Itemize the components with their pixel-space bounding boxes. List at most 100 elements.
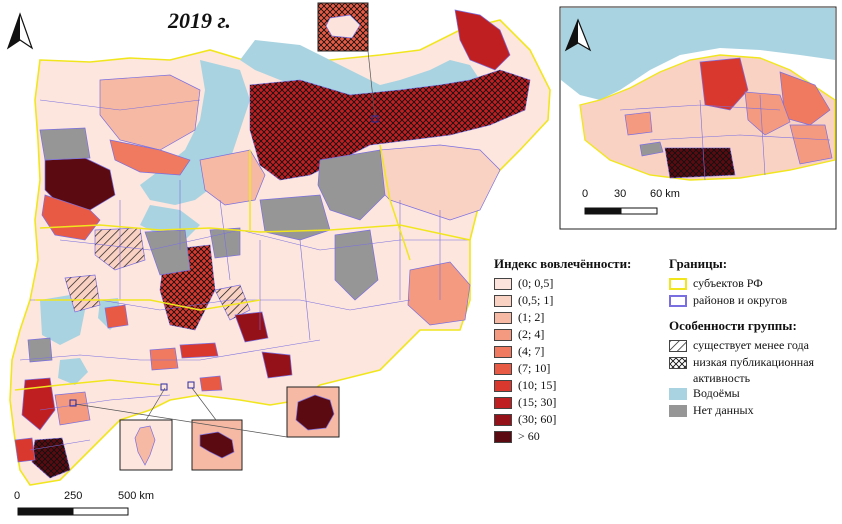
legend-group-water-label: Водоёмы <box>693 386 740 400</box>
inset-region-grey <box>639 141 664 157</box>
legend-index-label: (30; 60] <box>518 412 557 426</box>
legend-index-swatch <box>494 311 512 324</box>
scale-bar-inset <box>584 207 658 215</box>
region-karelia-north <box>44 157 116 211</box>
legend-index-heading: Индекс вовлечённости: <box>494 256 632 271</box>
legend-index-swatch <box>494 362 512 375</box>
legend-index-label: > 60 <box>518 429 540 443</box>
inset-borders <box>619 94 831 181</box>
region-arkh-coast-hatch <box>250 70 530 180</box>
region-grey-center <box>317 149 386 221</box>
inset-water <box>561 8 835 100</box>
inset-region-salmon2 <box>789 124 833 165</box>
legend-index-item: (0; 0,5] <box>494 275 631 292</box>
legend-index-item: (10; 15] <box>494 377 631 394</box>
legend-group-low: низкая публикационная <box>669 354 814 371</box>
main-scale-label-0: 0 <box>14 490 21 502</box>
legend-borders-heading: Границы: <box>669 256 728 271</box>
legend-index-swatch <box>494 328 512 341</box>
legend-group-nodata: Нет данных <box>669 402 814 419</box>
main-scale-label-2: 500 km <box>118 490 155 502</box>
legend-group-nodata-label: Нет данных <box>693 403 754 417</box>
legend-index-swatch <box>494 345 512 358</box>
legend-index-swatch <box>494 379 512 392</box>
region-sw-cluster-red <box>21 377 56 431</box>
region-red-sw <box>104 304 129 329</box>
region-grey-west2 <box>209 227 241 259</box>
region-orange-east <box>407 261 471 326</box>
inset-scale-label-2: 60 km <box>650 188 680 200</box>
region-south-red-strip <box>179 342 219 359</box>
main-map <box>6 2 551 516</box>
region-grey-sw <box>27 337 53 363</box>
legend-index-swatch <box>494 430 512 443</box>
legend-index-item: (4; 7] <box>494 343 631 360</box>
region-south-orange <box>149 347 179 371</box>
legend-index-item: (30; 60] <box>494 411 631 428</box>
district-borders <box>19 99 470 451</box>
legend-group-new-label: существует менее года <box>693 338 809 352</box>
legend-index-item: (0,5; 1] <box>494 292 631 309</box>
legend-index-item: (1; 2] <box>494 309 631 326</box>
legend-index-label: (0; 0,5] <box>518 276 554 290</box>
water-swatch <box>669 387 687 400</box>
legend-group-low-label: низкая публикационная <box>693 355 815 369</box>
inset-map <box>559 6 837 230</box>
region-kola-north <box>99 74 201 151</box>
cross-hatch-swatch <box>669 356 687 369</box>
legend-group-low-label2: активность <box>693 370 751 385</box>
legend-index-item: > 60 <box>494 428 631 445</box>
legend-index-label: (10; 15] <box>518 378 557 392</box>
region-hatch-sparse2-pattern <box>65 275 100 312</box>
region-hatch-sparse3-pattern <box>215 285 250 320</box>
zoom-inset-top <box>317 2 379 123</box>
region-sw-red2 <box>14 437 36 463</box>
single-hatch-swatch <box>669 339 687 352</box>
region-kola-center <box>109 139 191 176</box>
subject-borders <box>14 144 471 391</box>
inset-region-salmon <box>744 91 791 136</box>
scale-bar-main <box>17 507 129 516</box>
region-grey-west <box>144 229 191 276</box>
region-karelia-mid <box>41 194 101 241</box>
inset-scale-label-1: 30 <box>614 188 627 200</box>
legend-index-swatch <box>494 294 512 307</box>
north-arrow-icon <box>6 12 34 50</box>
main-scale-label-1: 250 <box>64 490 83 502</box>
legend-group-heading: Особенности группы: <box>669 318 797 333</box>
region-sw-orange <box>54 391 91 426</box>
legend-group-new: существует менее года <box>669 337 814 354</box>
inset-region-dark-hatch <box>665 148 735 178</box>
legend-group-water: Водоёмы <box>669 385 814 402</box>
legend-border-district-swatch <box>669 294 687 307</box>
zoom-inset-2 <box>187 381 243 471</box>
region-grey-north <box>39 127 91 161</box>
legend-index-item: (15; 30] <box>494 394 631 411</box>
legend-index-label: (7; 10] <box>518 361 551 375</box>
legend-border-subject-swatch <box>669 277 687 290</box>
legend-border-district: районов и округов <box>669 292 787 309</box>
map-title: 2019 г. <box>168 8 231 33</box>
legend-index-item: (7; 10] <box>494 360 631 377</box>
legend-index-label: (0,5; 1] <box>518 293 554 307</box>
lake-small <box>58 358 88 385</box>
legend-group-low-cont: активность <box>669 371 814 385</box>
legend-group: Особенности группы: существует менее год… <box>669 318 814 419</box>
inset-scale-label-0: 0 <box>582 188 589 200</box>
legend-index-item: (2; 4] <box>494 326 631 343</box>
inset-region-salmon3 <box>624 111 653 136</box>
region-grey-east <box>334 229 379 301</box>
legend-index-swatch <box>494 413 512 426</box>
legend-index: Индекс вовлечённости: (0; 0,5] (0,5; 1] (1… <box>494 256 631 445</box>
legend-index-swatch <box>494 277 512 290</box>
region-darkred-2 <box>261 351 293 379</box>
zoom-inset-3 <box>69 386 340 438</box>
inset-region-red <box>699 57 749 111</box>
region-nenets-island <box>454 9 511 71</box>
legend-index-label: (2; 4] <box>518 327 545 341</box>
region-grey-center2 <box>259 194 331 241</box>
region-south-redsmall <box>199 375 223 392</box>
legend-index-label: (4; 7] <box>518 344 545 358</box>
legend-border-subject-label: субъектов РФ <box>693 276 763 290</box>
